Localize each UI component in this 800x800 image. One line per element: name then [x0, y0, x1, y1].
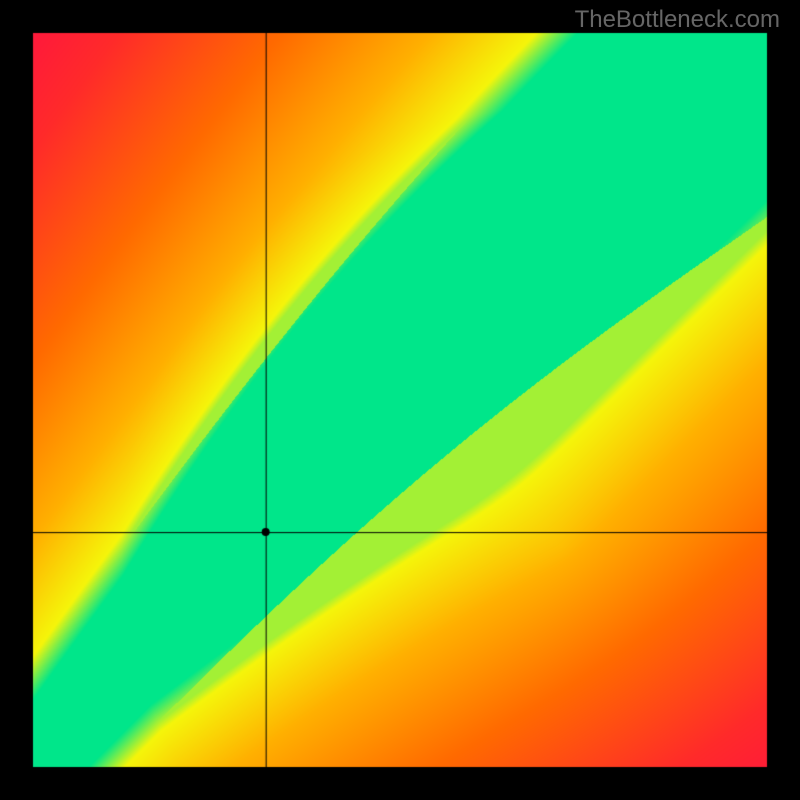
chart-container: TheBottleneck.com	[0, 0, 800, 800]
bottleneck-heatmap	[0, 0, 800, 800]
watermark-label: TheBottleneck.com	[575, 6, 780, 34]
